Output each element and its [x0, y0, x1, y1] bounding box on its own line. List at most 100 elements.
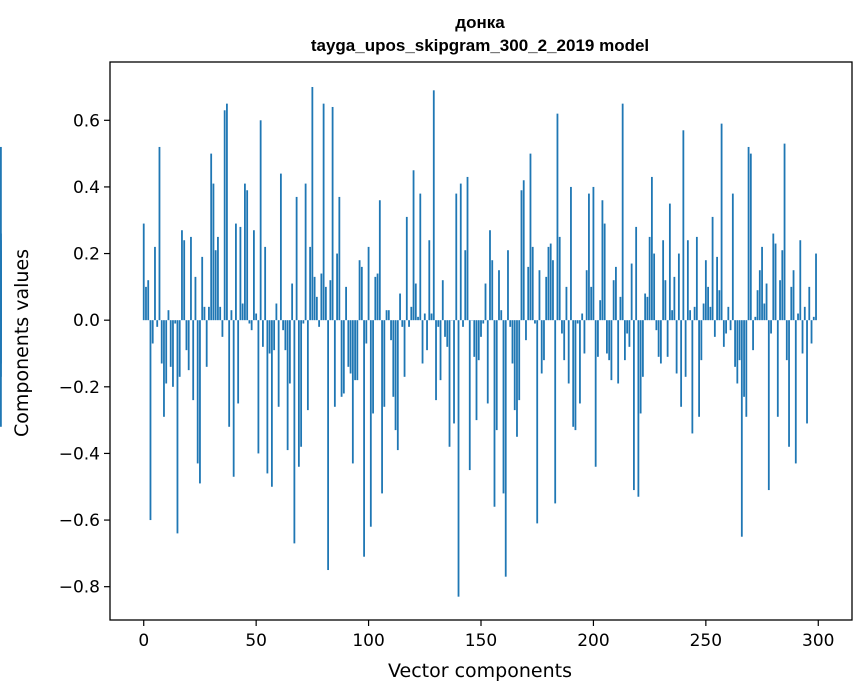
- bar: [435, 320, 437, 401]
- bar: [324, 286, 327, 321]
- bar-series: [0, 86, 817, 597]
- bar: [749, 153, 752, 321]
- bar: [340, 320, 343, 397]
- bar: [545, 276, 548, 321]
- bar: [619, 296, 622, 321]
- bar: [410, 306, 413, 321]
- bar: [657, 320, 660, 357]
- bar: [457, 320, 460, 597]
- bar: [686, 240, 689, 321]
- bar: [221, 320, 224, 337]
- bar: [374, 276, 377, 321]
- bar: [752, 320, 754, 351]
- bar: [500, 310, 503, 321]
- bar: [671, 310, 674, 321]
- bar: [158, 146, 161, 321]
- bar: [387, 310, 390, 321]
- bar: [543, 320, 545, 361]
- bar: [338, 196, 341, 321]
- bar: [758, 270, 761, 321]
- bar: [709, 306, 712, 321]
- bar: [329, 280, 332, 321]
- bar: [217, 236, 219, 321]
- bar: [396, 320, 399, 451]
- bar: [176, 320, 179, 534]
- bar: [423, 313, 426, 321]
- bar: [0, 260, 2, 321]
- bar: [650, 176, 653, 321]
- bar: [570, 186, 572, 321]
- bar: [279, 173, 282, 321]
- bar: [156, 320, 159, 327]
- bar: [183, 240, 186, 321]
- bar: [722, 320, 725, 347]
- bar: [655, 320, 658, 331]
- bar: [369, 320, 372, 527]
- bar: [633, 320, 635, 491]
- bar: [315, 296, 318, 321]
- bar: [228, 320, 231, 427]
- bar: [579, 320, 581, 404]
- bar: [174, 320, 177, 324]
- bar: [668, 203, 671, 321]
- bar: [201, 256, 204, 321]
- bar: [720, 123, 723, 321]
- bar: [426, 320, 428, 351]
- bar: [203, 306, 206, 321]
- bar: [576, 320, 579, 324]
- bar: [779, 280, 781, 321]
- bar: [399, 293, 401, 321]
- x-axis-ticks: 0 50 100 150 200 250 300: [138, 620, 834, 651]
- x-tick-label: 100: [352, 631, 384, 651]
- bar: [145, 286, 147, 321]
- bar: [0, 146, 2, 321]
- bar: [142, 223, 145, 321]
- bar: [680, 320, 683, 407]
- bar: [405, 216, 408, 321]
- bar: [788, 320, 790, 447]
- bar: [626, 320, 629, 334]
- bar: [453, 320, 455, 424]
- bar: [181, 230, 183, 321]
- bar: [270, 320, 273, 487]
- bar: [664, 280, 667, 321]
- bar: [223, 110, 226, 321]
- bar: [455, 193, 458, 321]
- bar: [376, 273, 379, 321]
- bar: [275, 303, 278, 321]
- bar: [603, 223, 606, 321]
- bar: [372, 320, 374, 414]
- bar: [277, 320, 280, 407]
- bar: [149, 320, 152, 521]
- bar: [311, 86, 314, 321]
- bar: [441, 280, 444, 321]
- bar: [731, 193, 734, 321]
- bar: [509, 320, 512, 327]
- bar: [565, 286, 568, 321]
- bar: [601, 200, 604, 321]
- bar: [774, 243, 777, 321]
- bar: [309, 246, 312, 321]
- bar: [516, 320, 518, 437]
- bar: [507, 250, 509, 321]
- bar: [390, 320, 392, 341]
- x-axis-label: Vector components: [388, 660, 572, 682]
- bar: [226, 103, 228, 321]
- bar: [459, 183, 462, 321]
- bar: [304, 183, 307, 321]
- bar: [232, 320, 235, 477]
- bar: [347, 320, 350, 367]
- bar: [513, 320, 516, 411]
- bar: [495, 320, 498, 431]
- bar: [767, 320, 770, 491]
- bar: [214, 250, 217, 321]
- bar: [286, 320, 289, 451]
- bar: [464, 250, 467, 321]
- bar: [190, 236, 192, 321]
- bar: [331, 106, 334, 321]
- bar: [563, 320, 566, 361]
- bar: [729, 320, 732, 331]
- bar: [253, 230, 255, 321]
- bar: [284, 320, 287, 351]
